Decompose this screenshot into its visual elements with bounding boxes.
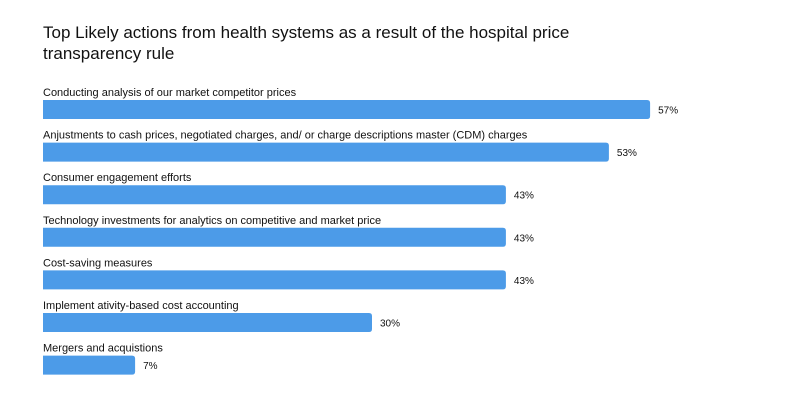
category-label: Consumer engagement efforts	[43, 172, 192, 184]
value-label: 53%	[617, 148, 637, 159]
bar	[43, 227, 506, 247]
bar	[43, 185, 506, 205]
category-label: Technology investments for analytics on …	[43, 215, 381, 227]
value-label: 43%	[514, 276, 534, 287]
value-label: 30%	[380, 319, 400, 330]
value-label: 7%	[143, 361, 158, 372]
bar	[43, 270, 506, 290]
bar	[43, 313, 372, 332]
category-label: Conducting analysis of our market compet…	[43, 87, 297, 99]
category-label: Anjustments to cash prices, negotiated c…	[43, 130, 528, 142]
category-label: Cost-saving measures	[43, 257, 153, 269]
value-label: 43%	[514, 191, 534, 202]
bar	[43, 100, 651, 119]
bar	[43, 142, 609, 162]
bar	[43, 355, 136, 375]
value-label: 43%	[514, 233, 534, 244]
category-label: Implement ativity-based cost accounting	[43, 300, 239, 312]
chart-title: Top Likely actions from health systems a…	[43, 23, 570, 63]
value-label: 57%	[658, 106, 678, 117]
category-label: Mergers and acquistions	[43, 343, 163, 355]
